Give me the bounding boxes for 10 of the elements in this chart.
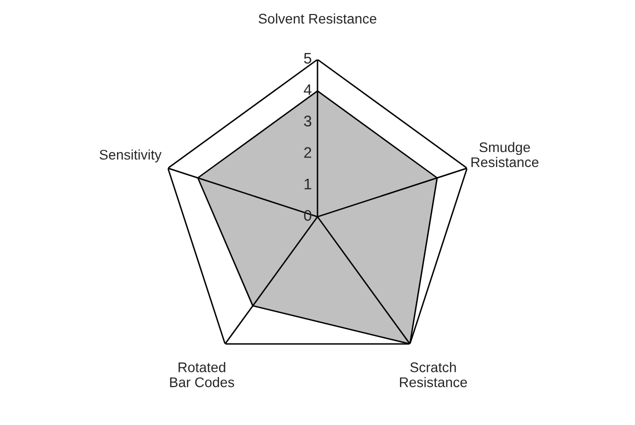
spoke-label: Rotated Bar Codes <box>170 362 234 388</box>
y-tick-label: 4 <box>304 84 312 95</box>
spoke-label: Solvent Resistance <box>258 13 376 24</box>
spoke-label: Sensitivity <box>100 149 162 162</box>
spoke-label: Smudge Resistance <box>471 142 538 168</box>
y-tick-label: 1 <box>304 178 312 190</box>
y-tick-label: 5 <box>304 52 312 64</box>
spoke-label: Scratch Resistance <box>400 362 467 388</box>
y-tick-label: 3 <box>304 116 312 126</box>
y-tick-label: 2 <box>304 147 312 158</box>
